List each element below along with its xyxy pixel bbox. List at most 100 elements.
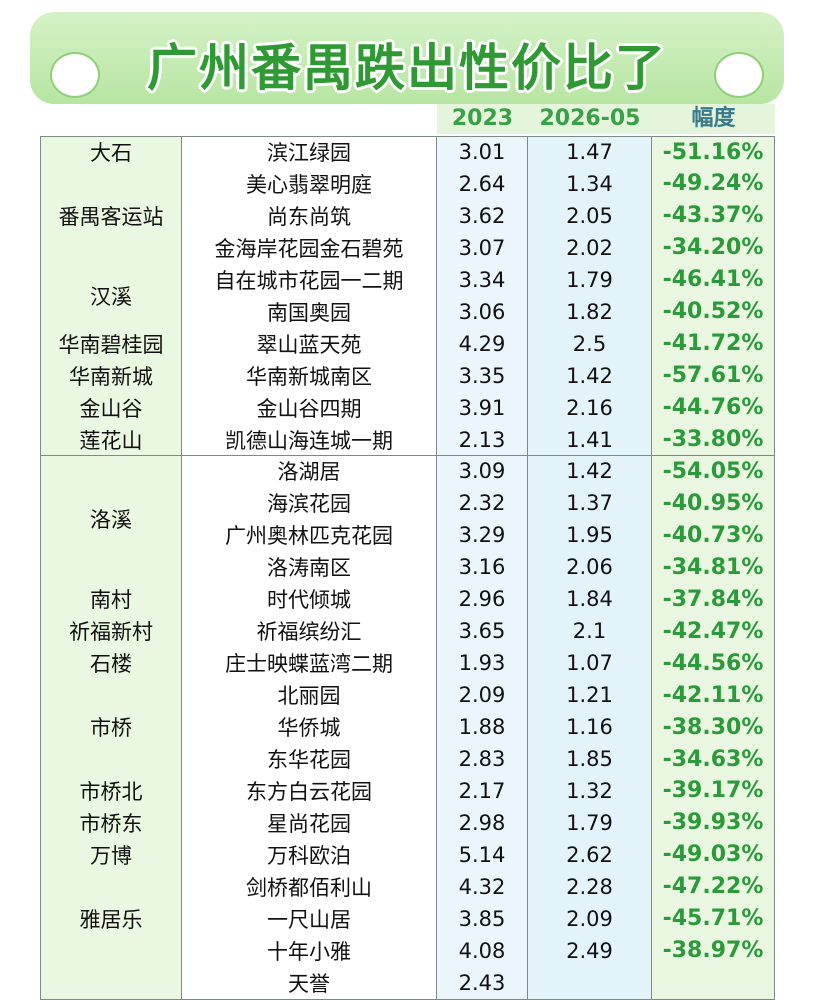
price-2026-05: 1.82: [528, 295, 652, 329]
change-rate: -39.93%: [652, 806, 775, 840]
area-name: 华南新城: [40, 359, 182, 393]
estate-name: 庄士映蝶蓝湾二期: [182, 647, 437, 681]
estate-name: 祈福缤纷汇: [182, 615, 437, 649]
area-name: 番禺客运站: [40, 167, 182, 265]
change-rate: -34.81%: [652, 551, 775, 585]
price-2023: 1.88: [437, 711, 528, 745]
price-2026-05: 2.02: [528, 231, 652, 265]
change-rate: -40.52%: [652, 295, 775, 329]
estate-name: 北丽园: [182, 679, 437, 713]
price-2026-05: 1.79: [528, 263, 652, 297]
price-2023: 2.83: [437, 743, 528, 776]
area-name: [40, 966, 182, 1000]
estate-name: 十年小雅: [182, 934, 437, 968]
area-name: 大石: [40, 136, 182, 169]
price-2026-05: [528, 966, 652, 1000]
price-2023: 3.65: [437, 615, 528, 649]
change-rate: -40.73%: [652, 519, 775, 553]
price-2026-05: 1.47: [528, 136, 652, 169]
price-2023: 2.43: [437, 966, 528, 1000]
price-2023: 4.29: [437, 327, 528, 361]
estate-name: 华南新城南区: [182, 359, 437, 393]
area-name: 祈福新村: [40, 615, 182, 649]
price-2026-05: 2.1: [528, 615, 652, 649]
price-2023: 3.91: [437, 391, 528, 425]
price-2026-05: 2.5: [528, 327, 652, 361]
price-2026-05: 1.41: [528, 423, 652, 457]
change-rate: -38.97%: [652, 934, 775, 968]
estate-name: 天誉: [182, 966, 437, 1000]
price-2023: 3.06: [437, 295, 528, 329]
area-name: 雅居乐: [40, 870, 182, 968]
price-2023: 2.98: [437, 806, 528, 840]
price-2026-05: 1.16: [528, 711, 652, 745]
price-2026-05: 1.85: [528, 743, 652, 776]
area-name: 市桥东: [40, 806, 182, 840]
change-rate: -44.56%: [652, 647, 775, 681]
price-2026-05: 1.21: [528, 679, 652, 713]
area-name: 洛溪: [40, 455, 182, 585]
change-rate: -41.72%: [652, 327, 775, 361]
price-2023: 4.32: [437, 870, 528, 904]
price-2023: 3.62: [437, 199, 528, 233]
price-2023: 4.08: [437, 934, 528, 968]
price-2023: 3.07: [437, 231, 528, 265]
price-2023: 2.64: [437, 167, 528, 201]
title-banner: 广州番禺跌出性价比了: [30, 12, 784, 104]
estate-name: 翠山蓝天苑: [182, 327, 437, 361]
change-rate: -49.03%: [652, 838, 775, 872]
price-2023: 5.14: [437, 838, 528, 872]
price-2023: 2.32: [437, 487, 528, 521]
price-2023: 3.85: [437, 902, 528, 936]
change-rate: -44.76%: [652, 391, 775, 425]
estate-name: 金山谷四期: [182, 391, 437, 425]
price-2023: 2.96: [437, 583, 528, 617]
price-2026-05: 1.95: [528, 519, 652, 553]
price-2023: 3.16: [437, 551, 528, 585]
change-rate: -49.24%: [652, 167, 775, 201]
price-2026-05: 2.28: [528, 870, 652, 904]
area-name: 南村: [40, 583, 182, 617]
change-rate: -45.71%: [652, 902, 775, 936]
price-2026-05: 2.16: [528, 391, 652, 425]
estate-name: 一尺山居: [182, 902, 437, 936]
price-2026-05: 1.07: [528, 647, 652, 681]
estate-name: 洛湖居: [182, 455, 437, 489]
estate-name: 星尚花园: [182, 806, 437, 840]
column-header: 2026-05: [528, 104, 652, 134]
price-2026-05: 1.79: [528, 806, 652, 840]
change-rate: -43.37%: [652, 199, 775, 233]
estate-name: 海滨花园: [182, 487, 437, 521]
change-rate: -42.47%: [652, 615, 775, 649]
estate-name: 时代倾城: [182, 583, 437, 617]
price-2026-05: 1.42: [528, 455, 652, 489]
price-2023: 3.09: [437, 455, 528, 489]
area-name: 华南碧桂园: [40, 327, 182, 361]
estate-name: 美心翡翠明庭: [182, 167, 437, 201]
price-2023: 3.01: [437, 136, 528, 169]
area-name: 石楼: [40, 647, 182, 681]
area-name: 万博: [40, 838, 182, 872]
change-rate: -54.05%: [652, 455, 775, 489]
estate-name: 广州奥林匹克花园: [182, 519, 437, 553]
change-rate: -37.84%: [652, 583, 775, 617]
area-name: 市桥北: [40, 775, 182, 808]
mascot-icon: [714, 52, 764, 98]
change-rate: -33.80%: [652, 423, 775, 457]
area-name: 金山谷: [40, 391, 182, 425]
estate-name: 华侨城: [182, 711, 437, 745]
price-2026-05: 2.49: [528, 934, 652, 968]
price-2023: 2.17: [437, 775, 528, 808]
change-rate: -57.61%: [652, 359, 775, 393]
change-rate: -46.41%: [652, 263, 775, 297]
title: 广州番禺跌出性价比了: [147, 39, 667, 97]
price-2026-05: 2.09: [528, 902, 652, 936]
column-header: 2023: [437, 104, 528, 134]
area-name: 汉溪: [40, 263, 182, 329]
area-name: 莲花山: [40, 423, 182, 457]
price-2023: 2.09: [437, 679, 528, 713]
estate-name: 东方白云花园: [182, 775, 437, 808]
area-name: 市桥: [40, 679, 182, 776]
price-2026-05: 1.34: [528, 167, 652, 201]
